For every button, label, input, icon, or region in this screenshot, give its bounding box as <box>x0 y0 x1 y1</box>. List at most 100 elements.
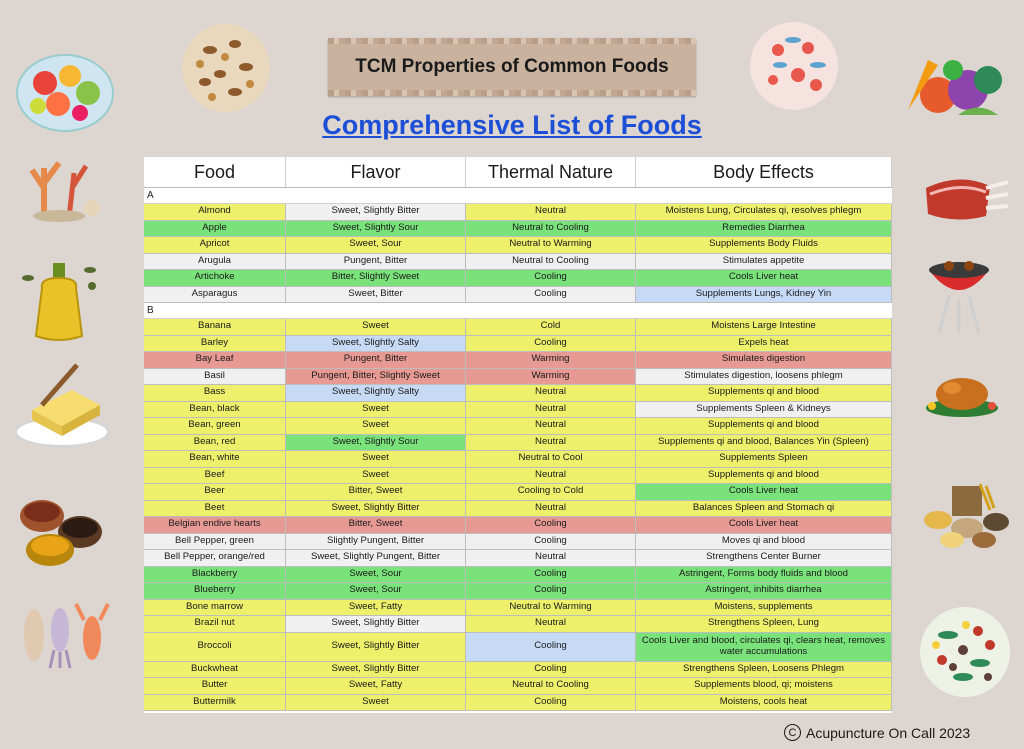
copyright-text: Acupuncture On Call 2023 <box>806 724 971 741</box>
table-row: Arugula Pungent, Bitter Neutral to Cooling… <box>144 253 892 270</box>
flavor-cell: Sweet, Slightly Bitter <box>286 632 466 661</box>
flavor-cell: Sweet, Fatty <box>286 599 466 615</box>
thermal-nature-cell: Neutral <box>466 467 636 483</box>
thermal-nature-cell: Neutral <box>466 418 636 434</box>
table-row: Butter Sweet, Fatty Neutral to Cooling Supp… <box>144 678 892 695</box>
table-row: Blueberry Sweet, Sour Cooling Astringent, i… <box>144 583 892 600</box>
body-effects-cell: Moistens, cools heat <box>636 694 892 710</box>
beans-legumes-icon <box>920 607 1010 697</box>
flavor-cell: Sweet, Fatty <box>286 678 466 694</box>
food-cell: Bell Pepper, orange/red <box>144 550 286 566</box>
thermal-nature-cell: Cooling <box>466 286 636 302</box>
flavor-cell: Bitter, Slightly Sweet <box>286 270 466 286</box>
copyright-icon: C <box>784 724 801 741</box>
body-effects-cell: Supplements qi and blood <box>636 385 892 401</box>
table-header: Food Flavor Thermal Nature Body Effects <box>144 157 892 188</box>
body-effects-cell: Cools Liver and blood, circulates qi, cl… <box>636 632 892 661</box>
table-row: Bean, white Sweet Neutral to Cool Supplemen… <box>144 451 892 468</box>
body-effects-cell: Cools Liver heat <box>636 484 892 500</box>
flavor-cell: Pungent, Bitter, Slightly Sweet <box>286 368 466 384</box>
flavor-cell: Pungent, Bitter <box>286 352 466 368</box>
flavor-cell: Sweet, Sour <box>286 237 466 253</box>
food-cell: Asparagus <box>144 286 286 302</box>
grill-icon <box>929 261 989 335</box>
olive-oil-icon <box>22 263 96 341</box>
thermal-nature-cell: Neutral to Warming <box>466 599 636 615</box>
table-row: Apple Sweet, Slightly Sour Neutral to Cool… <box>144 220 892 237</box>
flavor-cell: Sweet, Slightly Sour <box>286 220 466 236</box>
thermal-nature-cell: Neutral to Cool <box>466 451 636 467</box>
body-effects-cell: Supplements qi and blood <box>636 467 892 483</box>
thermal-nature-cell: Neutral <box>466 401 636 417</box>
thermal-nature-cell: Neutral <box>466 500 636 516</box>
thermal-nature-cell: Cooling <box>466 517 636 533</box>
table-row: Blackberry Sweet, Sour Cooling Astringent, … <box>144 566 892 583</box>
fruit-bowl-icon <box>16 54 114 132</box>
thermal-nature-cell: Neutral to Cooling <box>466 220 636 236</box>
table-row: Bean, black Sweet Neutral Supplements Splee… <box>144 401 892 418</box>
table-body: A Almond Sweet, Slightly Bitter Neutral Mois… <box>144 188 892 711</box>
page-subtitle[interactable]: Comprehensive List of Foods <box>322 110 702 140</box>
body-effects-cell: Moves qi and blood <box>636 533 892 549</box>
flavor-cell: Sweet <box>286 319 466 335</box>
food-cell: Bone marrow <box>144 599 286 615</box>
flavor-cell: Sweet, Slightly Bitter <box>286 500 466 516</box>
column-header-thermal-nature: Thermal Nature <box>466 157 636 187</box>
table-row: Bean, red Sweet, Slightly Sour Neutral Supp… <box>144 434 892 451</box>
thermal-nature-cell: Cooling <box>466 661 636 677</box>
thermal-nature-cell: Cooling <box>466 270 636 286</box>
table-row: Artichoke Bitter, Slightly Sweet Cooling Co… <box>144 270 892 287</box>
food-cell: Beer <box>144 484 286 500</box>
table-row: Buttermilk Sweet Cooling Moistens, cools he… <box>144 694 892 711</box>
table-row: Basil Pungent, Bitter, Slightly Sweet Warm… <box>144 368 892 385</box>
body-effects-cell: Supplements Spleen <box>636 451 892 467</box>
body-effects-cell: Astringent, Forms body fluids and blood <box>636 566 892 582</box>
food-cell: Arugula <box>144 253 286 269</box>
roast-turkey-icon <box>926 378 998 417</box>
food-cell: Bean, black <box>144 401 286 417</box>
thermal-nature-cell: Neutral to Cooling <box>466 678 636 694</box>
seafood-icon <box>750 22 838 110</box>
body-effects-cell: Moistens Large Intestine <box>636 319 892 335</box>
body-effects-cell: Strengthens Spleen, Lung <box>636 616 892 632</box>
flavor-cell: Sweet, Slightly Bitter <box>286 661 466 677</box>
body-effects-cell: Supplements qi and blood, Balances Yin (… <box>636 434 892 450</box>
food-cell: Bean, white <box>144 451 286 467</box>
food-cell: Blackberry <box>144 566 286 582</box>
meat-rack-icon <box>926 179 1009 220</box>
thermal-nature-cell: Warming <box>466 352 636 368</box>
flavor-cell: Sweet, Slightly Bitter <box>286 204 466 220</box>
thermal-nature-cell: Cooling <box>466 335 636 351</box>
food-cell: Buckwheat <box>144 661 286 677</box>
food-cell: Bean, green <box>144 418 286 434</box>
table-row: Bay Leaf Pungent, Bitter Warming Simulates … <box>144 352 892 369</box>
food-cell: Broccoli <box>144 632 286 661</box>
table-row: Beer Bitter, Sweet Cooling to Cold Cools Li… <box>144 484 892 501</box>
table-row: Beef Sweet Neutral Supplements qi and blood <box>144 467 892 484</box>
food-cell: Bell Pepper, green <box>144 533 286 549</box>
flavor-cell: Sweet <box>286 401 466 417</box>
table-row: Buckwheat Sweet, Slightly Bitter Cooling St… <box>144 661 892 678</box>
body-effects-cell: Strengthens Center Burner <box>636 550 892 566</box>
thermal-nature-cell: Neutral <box>466 616 636 632</box>
thermal-nature-cell: Neutral <box>466 204 636 220</box>
table-row: Bone marrow Sweet, Fatty Neutral to Warmin… <box>144 599 892 616</box>
flavor-cell: Bitter, Sweet <box>286 517 466 533</box>
table-row: Bean, green Sweet Neutral Supplements qi an… <box>144 418 892 435</box>
table-row: Banana Sweet Cold Moistens Large Intestine <box>144 319 892 336</box>
thermal-nature-cell: Warming <box>466 368 636 384</box>
grains-icon <box>924 483 1009 548</box>
body-effects-cell: Simulates digestion <box>636 352 892 368</box>
table-row: Bell Pepper, orange/red Sweet, Slightly P… <box>144 550 892 567</box>
food-cell: Butter <box>144 678 286 694</box>
thermal-nature-cell: Cold <box>466 319 636 335</box>
column-header-body-effects: Body Effects <box>636 157 892 187</box>
foods-table: Food Flavor Thermal Nature Body Effects … <box>144 157 892 713</box>
food-cell: Artichoke <box>144 270 286 286</box>
table-row: Brazil nut Sweet, Slightly Bitter Neutral S… <box>144 616 892 633</box>
table-row: Bass Sweet, Slightly Salty Neutral Suppleme… <box>144 385 892 402</box>
coral-shells-icon <box>29 161 100 222</box>
body-effects-cell: Cools Liver heat <box>636 270 892 286</box>
food-cell: Belgian endive hearts <box>144 517 286 533</box>
flavor-cell: Slightly Pungent, Bitter <box>286 533 466 549</box>
